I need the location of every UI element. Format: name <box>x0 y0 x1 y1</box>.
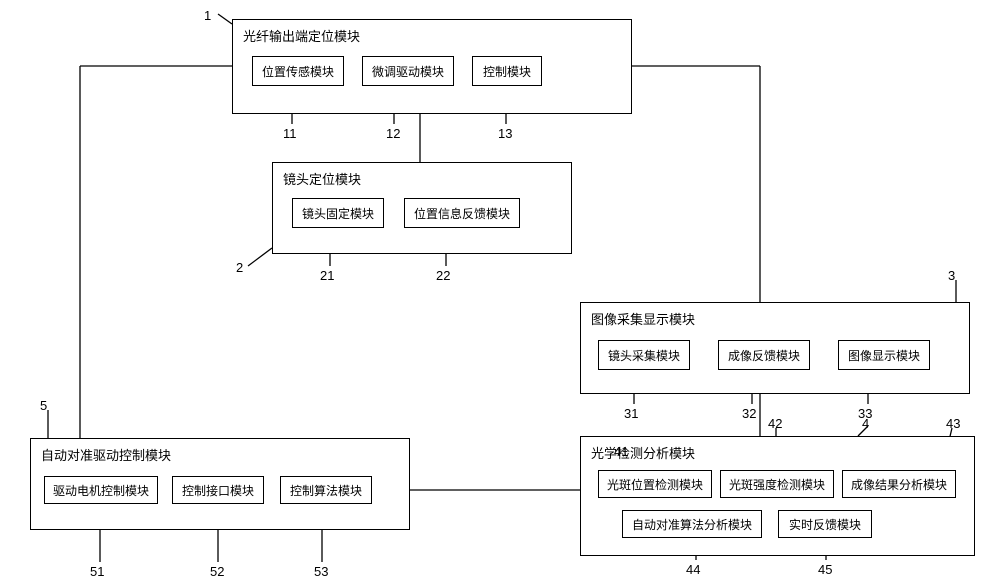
sub-ctrl-interface-label: 控制接口模块 <box>182 482 254 499</box>
num-21: 21 <box>320 268 334 283</box>
num-2: 2 <box>236 260 243 275</box>
wire-w_m1_n1 <box>218 14 232 24</box>
sub-lens-acquire-label: 镜头采集模块 <box>608 347 680 364</box>
sub-imaging-feedback: 成像反馈模块 <box>718 340 810 370</box>
num-33: 33 <box>858 406 872 421</box>
sub-lens-acquire: 镜头采集模块 <box>598 340 690 370</box>
sub-spot-pos-label: 光斑位置检测模块 <box>607 476 703 493</box>
sub-spot-intensity: 光斑强度检测模块 <box>720 470 834 498</box>
sub-motor-ctrl: 驱动电机控制模块 <box>44 476 158 504</box>
module-image-acquire-title: 图像采集显示模块 <box>591 309 695 328</box>
module-auto-align-drive-title: 自动对准驱动控制模块 <box>41 445 171 464</box>
num-53: 53 <box>314 564 328 579</box>
num-44: 44 <box>686 562 700 577</box>
num-45: 45 <box>818 562 832 577</box>
sub-position-sensor: 位置传感模块 <box>252 56 344 86</box>
num-12: 12 <box>386 126 400 141</box>
sub-position-feedback-label: 位置信息反馈模块 <box>414 205 510 222</box>
sub-ctrl-algo-label: 控制算法模块 <box>290 482 362 499</box>
num-13: 13 <box>498 126 512 141</box>
wire-w_m2_n2 <box>248 248 272 266</box>
num-41: 41 <box>614 444 628 459</box>
sub-control: 控制模块 <box>472 56 542 86</box>
num-32: 32 <box>742 406 756 421</box>
sub-fine-drive: 微调驱动模块 <box>362 56 454 86</box>
sub-spot-pos: 光斑位置检测模块 <box>598 470 712 498</box>
num-52: 52 <box>210 564 224 579</box>
num-51: 51 <box>90 564 104 579</box>
num-11: 11 <box>283 126 297 141</box>
num-22: 22 <box>436 268 450 283</box>
sub-realtime-fb-label: 实时反馈模块 <box>789 516 861 533</box>
sub-lens-fix: 镜头固定模块 <box>292 198 384 228</box>
sub-position-feedback: 位置信息反馈模块 <box>404 198 520 228</box>
sub-align-algo-label: 自动对准算法分析模块 <box>632 516 752 533</box>
sub-align-algo: 自动对准算法分析模块 <box>622 510 762 538</box>
num-31: 31 <box>624 406 638 421</box>
sub-image-display-label: 图像显示模块 <box>848 347 920 364</box>
sub-image-display: 图像显示模块 <box>838 340 930 370</box>
sub-lens-fix-label: 镜头固定模块 <box>302 205 374 222</box>
sub-ctrl-interface: 控制接口模块 <box>172 476 264 504</box>
module-lens-position-title: 镜头定位模块 <box>283 169 361 188</box>
module-fiber-output-title: 光纤输出端定位模块 <box>243 26 360 45</box>
sub-position-sensor-label: 位置传感模块 <box>262 63 334 80</box>
sub-imaging-result: 成像结果分析模块 <box>842 470 956 498</box>
sub-motor-ctrl-label: 驱动电机控制模块 <box>53 482 149 499</box>
sub-ctrl-algo: 控制算法模块 <box>280 476 372 504</box>
sub-fine-drive-label: 微调驱动模块 <box>372 63 444 80</box>
num-1: 1 <box>204 8 211 23</box>
sub-imaging-result-label: 成像结果分析模块 <box>851 476 947 493</box>
num-5: 5 <box>40 398 47 413</box>
diagram-root: 光纤输出端定位模块 位置传感模块 微调驱动模块 控制模块 镜头定位模块 镜头固定… <box>0 0 1000 588</box>
sub-spot-intensity-label: 光斑强度检测模块 <box>729 476 825 493</box>
sub-imaging-feedback-label: 成像反馈模块 <box>728 347 800 364</box>
num-43: 43 <box>946 416 960 431</box>
sub-control-label: 控制模块 <box>483 63 531 80</box>
num-42: 42 <box>768 416 782 431</box>
sub-realtime-fb: 实时反馈模块 <box>778 510 872 538</box>
module-optical-analysis-title: 光学检测分析模块 <box>591 443 695 462</box>
num-3: 3 <box>948 268 955 283</box>
